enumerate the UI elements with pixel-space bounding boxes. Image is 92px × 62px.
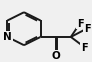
Text: F: F (84, 24, 90, 34)
Text: F: F (77, 19, 83, 29)
Text: N: N (3, 32, 12, 42)
Text: F: F (81, 43, 87, 53)
Text: O: O (51, 51, 60, 61)
